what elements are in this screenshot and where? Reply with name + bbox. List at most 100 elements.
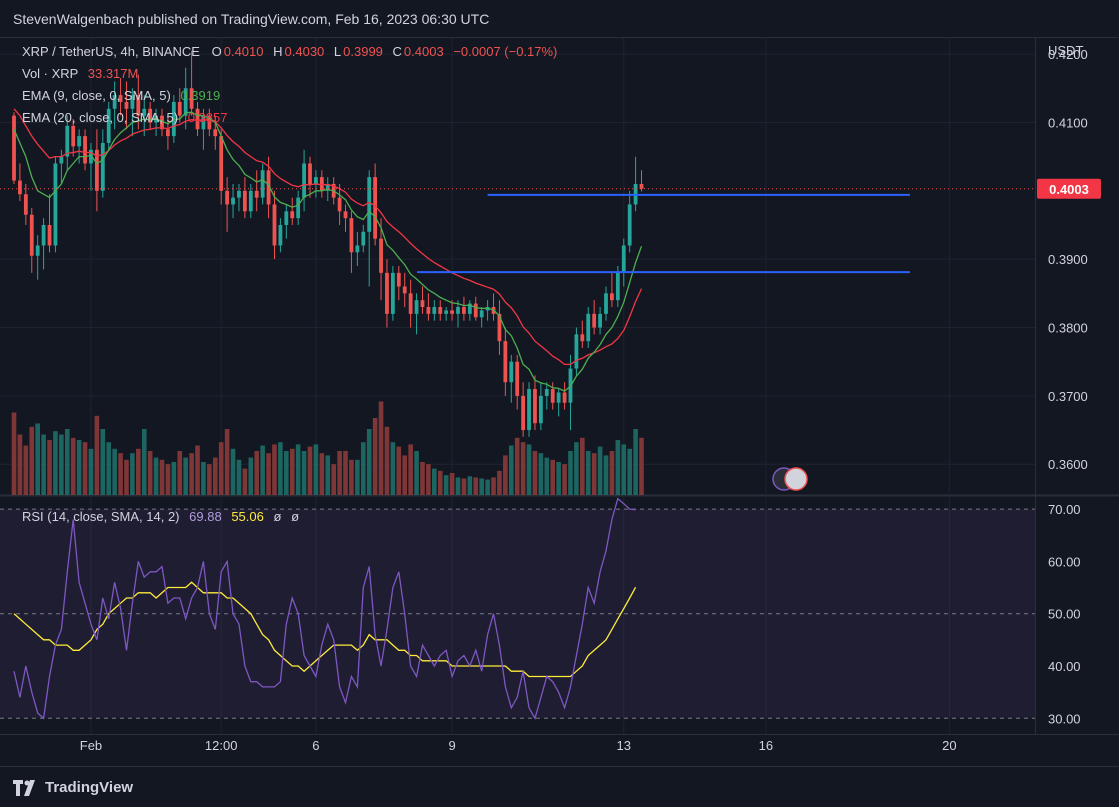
volume-bar <box>124 459 129 495</box>
tradingview-logo[interactable]: TradingView <box>13 779 133 796</box>
candle-body <box>189 88 194 109</box>
volume-bar <box>574 442 579 495</box>
low-value: 0.3999 <box>343 44 383 59</box>
candle-body <box>83 136 87 164</box>
volume-bar <box>473 477 479 495</box>
volume-label[interactable]: Vol · XRP <box>22 66 79 81</box>
volume-bar <box>633 429 638 495</box>
candle-body <box>456 307 460 314</box>
volume-bar <box>242 468 248 495</box>
symbol-legend: XRP / TetherUS, 4h, BINANCE O 0.4010 H 0.4… <box>22 44 557 59</box>
candle-body <box>426 307 431 314</box>
candle-body <box>219 136 224 191</box>
candle-body <box>296 197 301 219</box>
candle-body <box>639 183 644 189</box>
time-tick-label: 12:00 <box>205 738 238 753</box>
candle-body <box>521 395 526 431</box>
volume-bar <box>390 442 396 495</box>
candle-body <box>65 125 70 157</box>
volume-bar <box>556 462 561 495</box>
time-tick-label: Feb <box>80 738 102 753</box>
volume-bar <box>141 429 147 495</box>
candle-body <box>533 389 537 424</box>
rsi-extra-2: ø <box>291 509 300 524</box>
rsi-value: 69.88 <box>189 509 222 524</box>
volume-bar <box>485 479 490 495</box>
volume-bar <box>443 475 449 495</box>
support-resistance-lines[interactable] <box>0 188 1035 274</box>
candle-body <box>278 224 283 246</box>
price-tick-label: 0.3600 <box>1048 457 1088 472</box>
candle-body <box>574 334 579 369</box>
ema20-label[interactable]: EMA (20, close, 0, SMA, 5) <box>22 110 179 125</box>
candle-body <box>610 293 614 301</box>
candle-body <box>550 389 555 403</box>
volume-bar <box>248 457 254 495</box>
candle-body <box>509 361 514 383</box>
volume-bar <box>384 426 390 495</box>
candle-body <box>444 310 449 314</box>
candle-body <box>41 224 46 246</box>
rsi-tick-label: 60.00 <box>1048 554 1081 569</box>
volume-bar <box>171 462 177 495</box>
publisher-header: StevenWalgenbach published on TradingVie… <box>0 0 1119 38</box>
candle-body <box>627 204 632 246</box>
volume-bar <box>53 431 58 495</box>
ema9-line <box>13 111 643 392</box>
volume-bar <box>461 478 467 495</box>
candle-body <box>106 108 111 143</box>
volume-bar <box>147 451 153 495</box>
volume-bar <box>100 429 106 495</box>
ema9-value: 0.3919 <box>180 88 221 103</box>
candle-body <box>201 115 206 130</box>
candle-body <box>592 313 597 328</box>
candle-body <box>479 310 484 318</box>
volume-bar <box>402 455 408 495</box>
time-tick-label: 6 <box>312 738 319 753</box>
volume-bar <box>88 448 94 495</box>
candle-body <box>213 129 218 137</box>
time-tick-label: 9 <box>448 738 455 753</box>
volume-bar <box>627 448 632 495</box>
price-tick-label: 0.3700 <box>1048 389 1088 404</box>
rsi-label[interactable]: RSI (14, close, SMA, 14, 2) <box>22 509 180 524</box>
symbol-name[interactable]: XRP / TetherUS, 4h, BINANCE <box>22 44 200 59</box>
candle-body <box>124 101 129 109</box>
candle-body <box>414 300 419 314</box>
ema9-legend: EMA (9, close, 0, SMA, 5) 0.3919 <box>22 88 220 103</box>
candle-body <box>462 307 466 314</box>
volume-bar <box>207 464 212 495</box>
candle-body <box>136 95 141 116</box>
candle-body <box>100 142 105 191</box>
volume-bar <box>82 442 88 495</box>
rsi-extra-1: ø <box>273 509 282 524</box>
tradingview-logo-icon <box>13 779 35 796</box>
candle-body <box>343 211 348 219</box>
volume-bar <box>455 477 461 495</box>
rsi-ma-value: 55.06 <box>231 509 264 524</box>
candle-body <box>497 313 502 342</box>
ema9-label[interactable]: EMA (9, close, 0, SMA, 5) <box>22 88 171 103</box>
volume-bar <box>639 437 644 495</box>
ema20-line <box>13 108 643 366</box>
volume-bar <box>70 437 76 495</box>
candle-body <box>503 341 508 383</box>
volume-bar <box>313 444 319 495</box>
candle-body <box>604 293 608 314</box>
volume-legend: Vol · XRP 33.317M <box>22 66 138 81</box>
ema20-value: 0.3857 <box>187 110 228 125</box>
volume-bar <box>201 462 206 495</box>
volume-bar <box>218 442 224 495</box>
axes: 0.4200 0.4100 0.3900 0.3800 0.3700 0.3600 USDT… <box>80 43 1101 753</box>
volume-bar <box>76 440 82 495</box>
volume-bar <box>189 453 194 495</box>
candle-body <box>402 286 407 294</box>
volume-bar <box>236 459 242 495</box>
candle-body <box>319 177 324 191</box>
volume-bar <box>212 457 218 495</box>
candle-body <box>47 224 52 246</box>
volume-bar <box>183 457 188 495</box>
volume-bar <box>325 455 331 495</box>
candle-body <box>284 211 289 225</box>
